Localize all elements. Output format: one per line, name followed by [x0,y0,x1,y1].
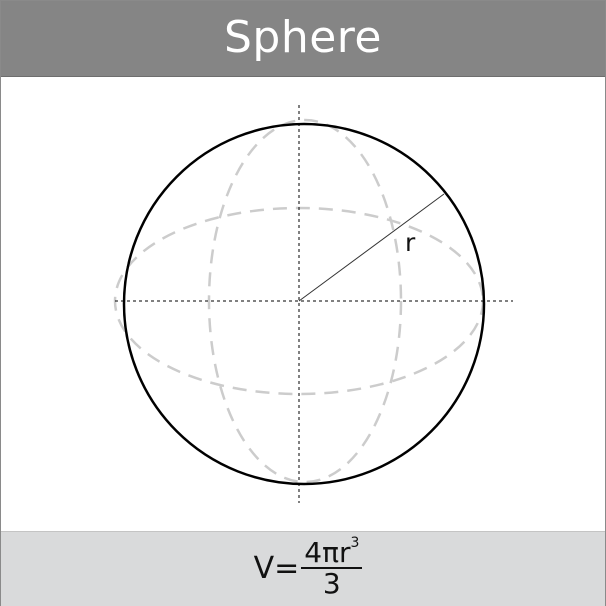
fraction-bar [301,567,363,570]
formula-denominator: 3 [322,567,341,601]
formula-exponent: 3 [350,534,360,551]
sphere-outline [122,122,486,486]
radius-label: r [405,228,416,257]
sphere-diagram: r [1,77,605,531]
formula-numerator-text: 4πr [304,535,351,569]
formula-lhs: V= [253,551,300,586]
page-title: Sphere [223,11,382,63]
meridian-curve [207,118,403,484]
sphere-drawing: r [113,105,513,503]
formula-fraction: 4πr3 3 [301,534,363,601]
header-bar: Sphere [1,1,605,77]
formula-numerator: 4πr3 [301,534,362,569]
volume-formula: V= 4πr3 3 [253,534,363,601]
radius-line [298,193,445,302]
formula-bar: V= 4πr3 3 [1,531,605,606]
